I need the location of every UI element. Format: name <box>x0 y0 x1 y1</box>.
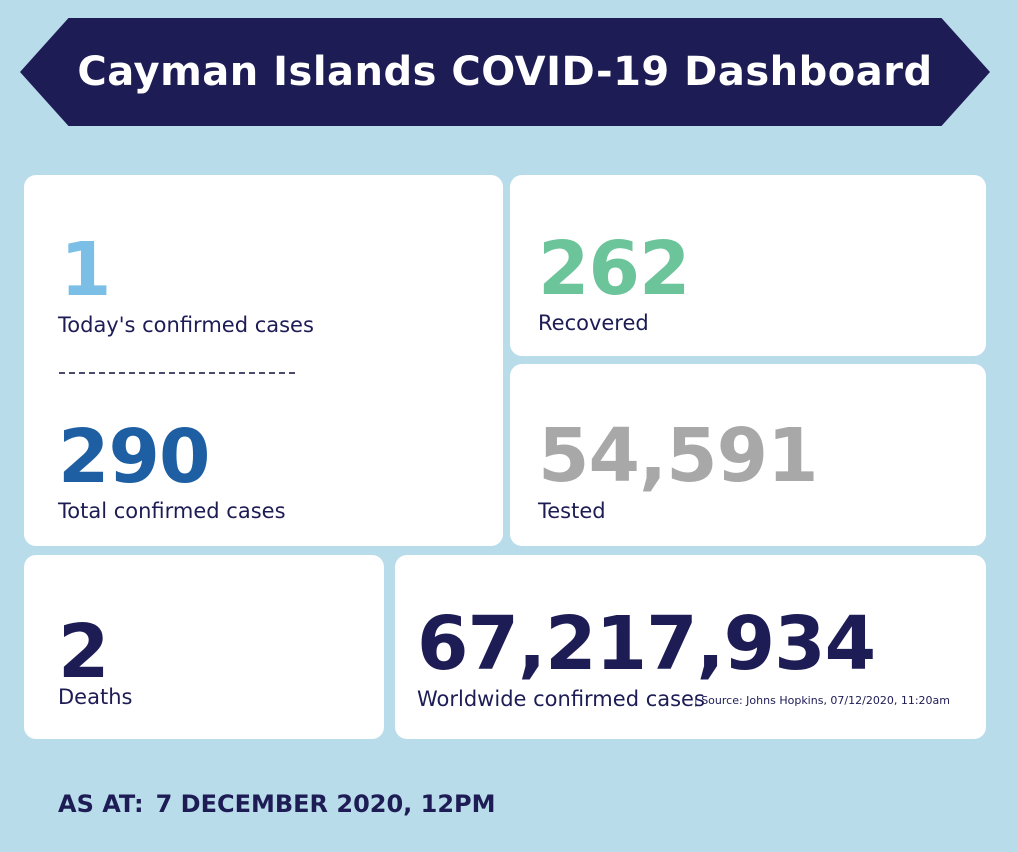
worldwide-value: 67,217,934 <box>417 601 876 687</box>
as-at-footer: AS AT: 7 DECEMBER 2020, 12PM <box>58 790 496 818</box>
deaths-card: 2 Deaths <box>24 555 384 739</box>
worldwide-label: Worldwide confirmed cases <box>417 687 705 711</box>
as-at-value: 7 DECEMBER 2020, 12PM <box>155 790 496 818</box>
recovered-card: 262 Recovered <box>510 175 986 356</box>
dashed-divider <box>59 372 295 374</box>
source-note: | Source: Johns Hopkins, 07/12/2020, 11:… <box>694 694 950 707</box>
deaths-value: 2 <box>58 609 109 695</box>
tested-value: 54,591 <box>538 413 819 499</box>
tested-card: 54,591 Tested <box>510 364 986 546</box>
total-confirmed-label: Total confirmed cases <box>58 499 286 523</box>
confirmed-cases-card: 1 Today's confirmed cases 290 Total conf… <box>24 175 503 546</box>
today-confirmed-value: 1 <box>60 227 111 313</box>
as-at-label: AS AT: <box>58 790 144 818</box>
tested-label: Tested <box>538 499 606 523</box>
recovered-label: Recovered <box>538 311 649 335</box>
page-title: Cayman Islands COVID-19 Dashboard <box>77 49 933 95</box>
recovered-value: 262 <box>538 226 690 312</box>
today-confirmed-label: Today's confirmed cases <box>58 313 314 337</box>
deaths-label: Deaths <box>58 685 133 709</box>
total-confirmed-value: 290 <box>58 414 210 500</box>
header-banner: Cayman Islands COVID-19 Dashboard <box>20 18 990 126</box>
worldwide-card: 67,217,934 Worldwide confirmed cases | S… <box>395 555 986 739</box>
